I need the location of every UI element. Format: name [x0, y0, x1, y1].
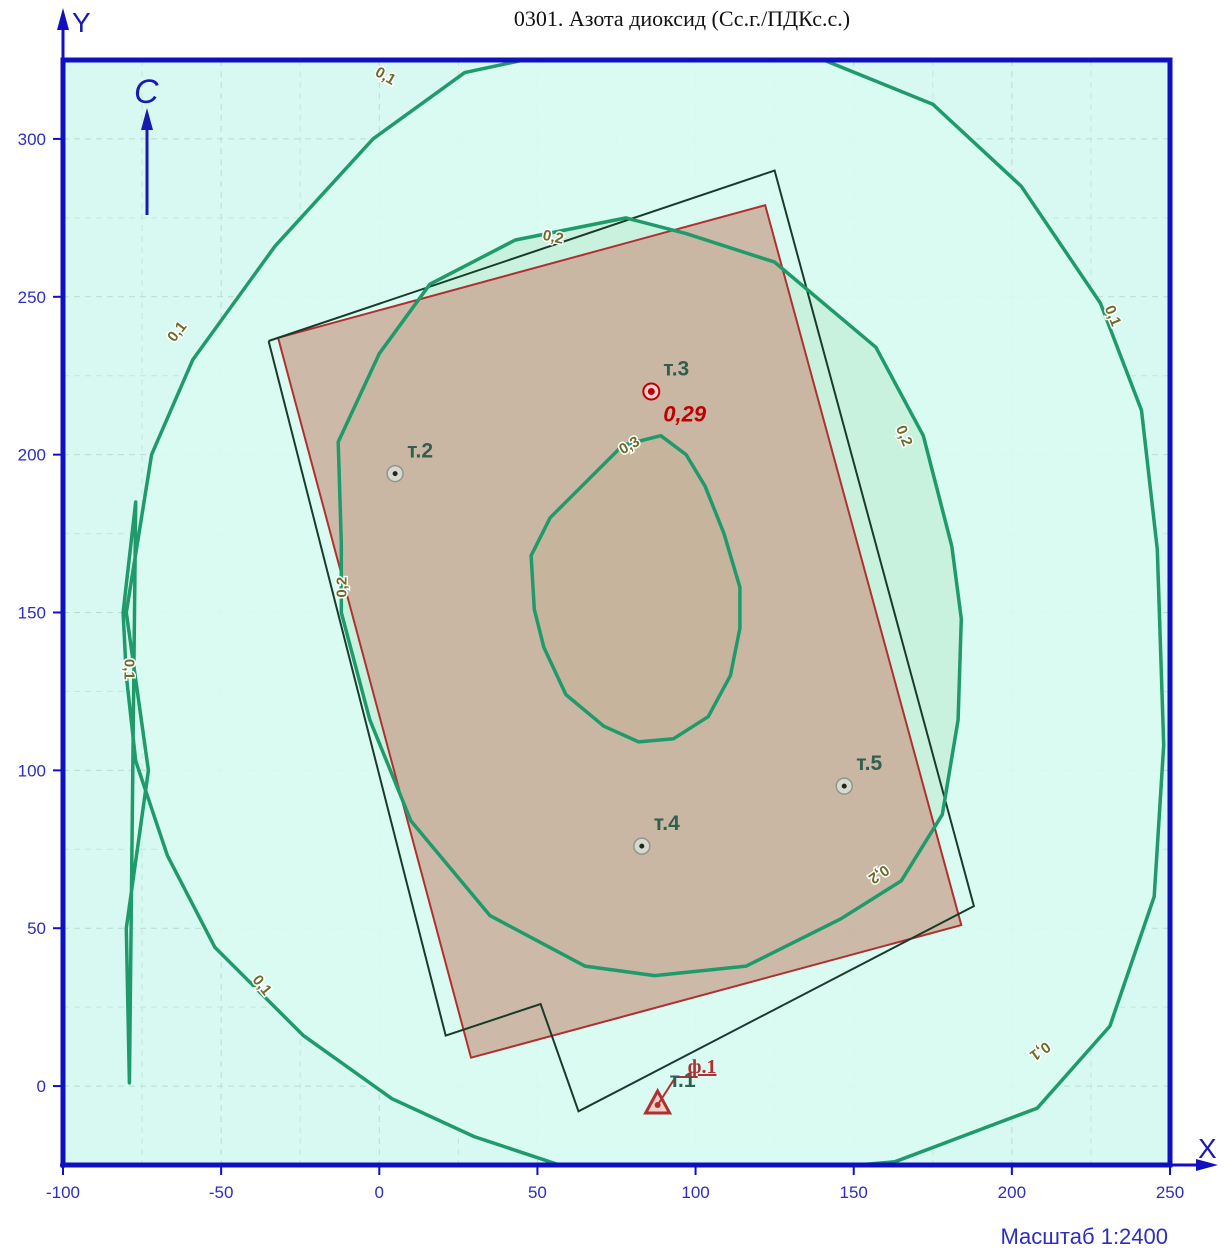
y-tick-label: 300 — [18, 130, 46, 149]
y-tick-label: 250 — [18, 288, 46, 307]
y-tick-label: 200 — [18, 446, 46, 465]
y-tick-label: 0 — [37, 1077, 46, 1096]
isoline-label: 0,2 — [541, 227, 565, 248]
axis-ticks: -100 -50 0 50 100 150 200 250 0 50 100 150 200 250 300 — [18, 130, 1185, 1202]
x-tick-label: -50 — [209, 1183, 234, 1202]
isoline-0-3 — [529, 433, 742, 744]
x-tick-label: 50 — [528, 1183, 547, 1202]
calc-point: т.4 — [633, 812, 680, 855]
y-tick-label: 100 — [18, 761, 46, 780]
y-axis: Y — [57, 7, 91, 1168]
max-value-label: 0,29 — [663, 402, 707, 427]
x-axis-arrow-icon — [1196, 1159, 1218, 1171]
x-tick-label: 100 — [681, 1183, 709, 1202]
north-arrow: С — [134, 73, 159, 215]
source-label: ф.1 — [688, 1056, 717, 1078]
x-tick-label: 0 — [375, 1183, 384, 1202]
calculation-points: т.2 0,29 т.3 т.4 т.5 — [386, 358, 882, 855]
site-area — [276, 203, 963, 1059]
north-label: С — [134, 73, 159, 111]
point-marker-dot — [841, 783, 847, 789]
isolines — [121, 60, 1166, 1165]
point-label: т.4 — [654, 812, 680, 835]
isoline-0-1 — [121, 60, 1166, 1165]
x-axis: X — [60, 1133, 1218, 1171]
emission-source: т.1ф.1 — [643, 1056, 717, 1115]
y-tick-label: 50 — [27, 919, 46, 938]
max-point-dot — [647, 388, 655, 395]
y-tick-label: 150 — [18, 604, 46, 623]
x-tick-label: 200 — [998, 1183, 1026, 1202]
point-label: т.3 — [663, 358, 689, 381]
y-axis-label: Y — [72, 7, 91, 38]
isoline-label: 0,2 — [333, 577, 350, 598]
calc-point: т.2 — [386, 440, 433, 483]
point-marker-dot — [639, 843, 645, 849]
source-point-label: т.1 — [670, 1069, 696, 1092]
scale-label: Масштаб 1:2400 — [1000, 1224, 1168, 1249]
y-axis-arrow-icon — [57, 8, 69, 30]
calc-point: 0,29 т.3 — [642, 358, 707, 427]
isoline-label: 0,1 — [120, 659, 137, 680]
map-title: 0301. Азота диоксид (Сс.г./ПДКс.с.) — [514, 6, 850, 31]
x-axis-label: X — [1198, 1133, 1217, 1164]
x-tick-label: -100 — [46, 1183, 80, 1202]
point-marker-dot — [392, 471, 398, 477]
site-outline — [267, 169, 976, 1113]
isoline-0-2 — [336, 216, 964, 978]
calc-point: т.5 — [835, 752, 882, 795]
north-arrow-icon — [141, 108, 153, 130]
x-tick-label: 150 — [840, 1183, 868, 1202]
point-label: т.5 — [856, 752, 882, 775]
point-label: т.2 — [407, 440, 433, 463]
x-tick-label: 250 — [1156, 1183, 1184, 1202]
source-leader-line — [656, 1076, 698, 1106]
